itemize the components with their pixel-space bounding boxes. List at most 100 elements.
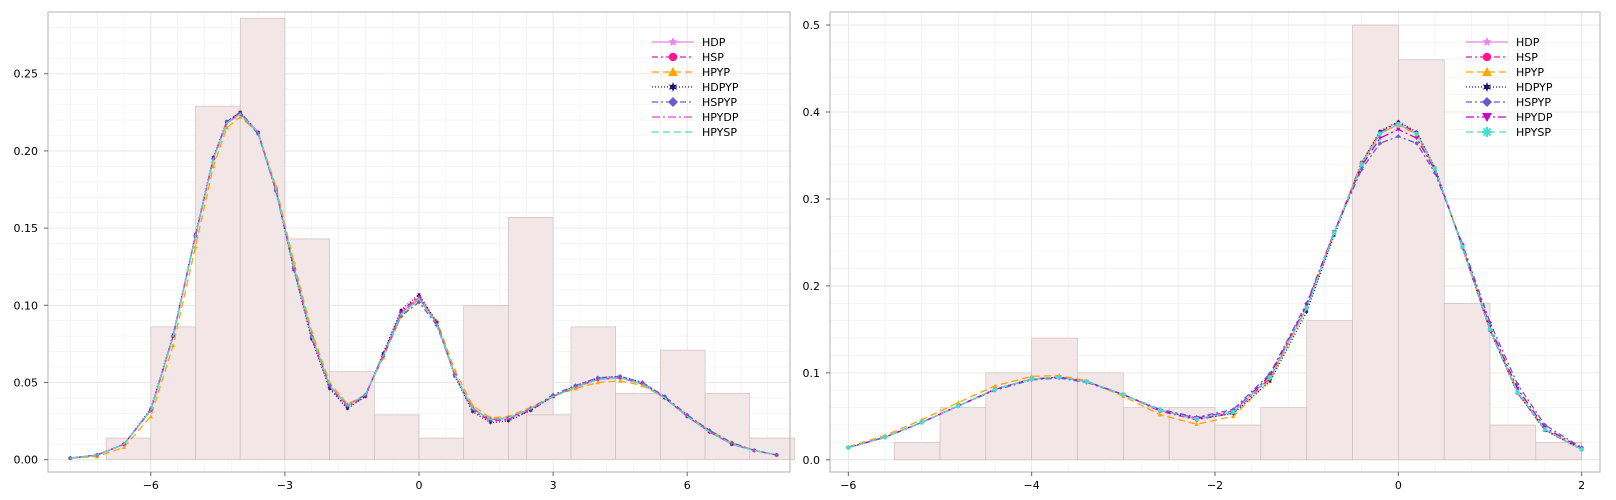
histogram-bar <box>1443 303 1491 461</box>
series-point <box>1378 128 1382 134</box>
y-tick-label: 0.10 <box>14 299 39 312</box>
series-point <box>550 392 556 398</box>
legend-marker <box>668 67 678 76</box>
series-point <box>956 403 961 409</box>
series-point <box>1414 136 1419 141</box>
histogram-bar <box>615 392 661 460</box>
series-point <box>1029 376 1034 382</box>
y-tick-label: 0.3 <box>803 193 821 206</box>
series-point <box>211 164 216 169</box>
series-point <box>1157 412 1163 417</box>
series-point <box>121 445 127 450</box>
histogram-bar <box>1077 372 1124 461</box>
series-point <box>309 337 314 342</box>
histogram-bar <box>570 326 616 460</box>
legend-label: HPYP <box>1516 66 1544 79</box>
series-point <box>399 307 404 313</box>
legend-label: HPYDP <box>702 111 739 124</box>
series-point <box>1331 230 1337 236</box>
series-point <box>617 378 623 383</box>
series-point <box>345 406 350 411</box>
series-point <box>640 380 645 385</box>
series-point <box>1157 407 1163 413</box>
y-tick-label: 0.2 <box>803 280 821 293</box>
x-tick-label: −2 <box>1207 479 1223 492</box>
x-tick-label: 3 <box>550 479 557 492</box>
legend-marker <box>1482 37 1492 47</box>
chart-panel-1: −6 −3 0 3 6 0.00 0.05 0.10 0.15 0.20 0.25 HDP HSP HPY… <box>14 11 795 492</box>
series-point <box>992 383 998 388</box>
histogram-bar <box>418 437 464 460</box>
series-point <box>1304 309 1309 315</box>
series-point <box>992 387 998 392</box>
series-hpysp <box>70 113 777 459</box>
histogram-bar <box>704 392 751 460</box>
series-point <box>506 418 511 424</box>
series-point <box>1267 374 1273 380</box>
histogram-bar <box>939 407 987 461</box>
series-point <box>617 374 623 379</box>
series-point <box>1542 427 1548 432</box>
legend-item-hdp: HDP <box>1466 36 1540 49</box>
legend-marker <box>1482 82 1492 92</box>
legend-label: HDPYP <box>702 81 739 94</box>
legend-marker <box>668 82 678 92</box>
histogram-bar <box>1398 59 1445 461</box>
legend-label: HDP <box>702 36 726 49</box>
series-point <box>1396 127 1401 132</box>
legend-label: HPYDP <box>1516 111 1553 124</box>
legend-label: HDPYP <box>1516 81 1553 94</box>
x-tick-label: 2 <box>1578 479 1585 492</box>
chart-panel-2: −6 −4 −2 0 2 0.0 0.1 0.2 0.3 0.4 0.5 HDP HSP HPYP HDPY… <box>803 11 1601 492</box>
histogram-bar <box>329 371 375 460</box>
y-tick-label: 0.0 <box>803 454 821 467</box>
legend-item-hpysp: HPYSP <box>1466 126 1551 139</box>
legend-item-hdpyp: HDPYP <box>1466 81 1553 94</box>
legend-item-hdpyp: HDPYP <box>652 81 739 94</box>
legend-marker <box>668 97 678 107</box>
series-point <box>1515 389 1520 395</box>
x-tick-label: 6 <box>684 479 691 492</box>
series-point <box>1414 131 1419 137</box>
legend-marker <box>668 37 678 47</box>
series-point <box>1268 379 1272 384</box>
series-line <box>70 113 777 459</box>
series-point <box>1304 303 1309 308</box>
series-point <box>1231 414 1236 419</box>
legend-marker <box>668 52 678 62</box>
histogram-bar <box>195 105 241 460</box>
legend-marker <box>1482 52 1492 62</box>
series-point <box>238 114 243 119</box>
series-point <box>1515 386 1520 391</box>
series-point <box>68 455 73 461</box>
series-point <box>1579 447 1584 452</box>
series-point <box>1304 305 1309 310</box>
legend-item-hpyp: HPYP <box>652 66 730 79</box>
y-tick-label: 0.00 <box>14 454 39 467</box>
series-point <box>1231 409 1236 415</box>
y-tick-label: 0.25 <box>14 68 39 81</box>
x-tick-label: 0 <box>416 479 423 492</box>
series-hpysp <box>846 121 1584 452</box>
histogram-bar <box>1260 407 1307 461</box>
y-tick-label: 0.4 <box>803 106 821 119</box>
legend-item-hpyp: HPYP <box>1466 66 1544 79</box>
y-tick-label: 0.5 <box>803 19 821 32</box>
legend-label: HDP <box>1516 36 1540 49</box>
series-point <box>1414 141 1419 146</box>
histogram <box>893 24 1582 461</box>
x-tick-label: −3 <box>277 479 293 492</box>
series-point <box>707 428 712 433</box>
histogram-bar <box>1306 320 1353 461</box>
series-point <box>774 452 779 458</box>
histogram-bar <box>239 17 286 460</box>
legend-label: HSPYP <box>1516 96 1551 109</box>
legend-item-hsp: HSP <box>652 51 724 64</box>
series-point <box>327 383 332 388</box>
legend-label: HSPYP <box>702 96 737 109</box>
legend-marker <box>1482 97 1492 107</box>
series-point <box>1487 327 1493 332</box>
series-point <box>1377 141 1383 146</box>
series-point <box>1396 134 1401 139</box>
